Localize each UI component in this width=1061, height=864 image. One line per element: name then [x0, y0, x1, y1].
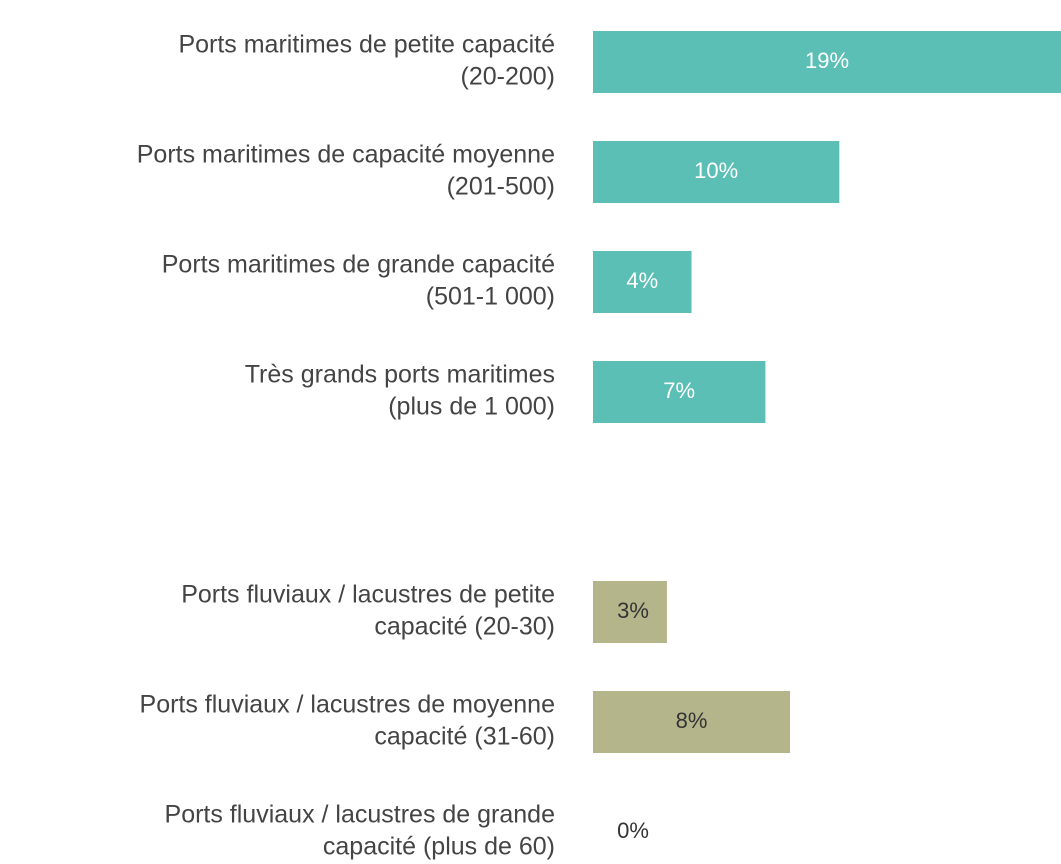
category-label: Ports fluviaux / lacustres de grande — [165, 801, 555, 829]
bar — [593, 361, 766, 423]
bar — [593, 141, 840, 203]
data-label: 10% — [694, 158, 738, 183]
category-label: (20-200) — [461, 63, 556, 91]
bar — [593, 691, 791, 753]
data-label: 7% — [663, 378, 695, 403]
data-label: 19% — [805, 48, 849, 73]
category-label: capacité (31-60) — [374, 723, 555, 751]
category-label: (501-1 000) — [426, 283, 555, 311]
category-label: Ports maritimes de grande capacité — [162, 251, 555, 279]
category-label: Ports maritimes de capacité moyenne — [137, 141, 555, 169]
bar — [593, 251, 692, 313]
bar — [593, 581, 667, 643]
bar — [593, 31, 1061, 93]
category-label: Ports fluviaux / lacustres de moyenne — [140, 691, 555, 719]
category-label: Très grands ports maritimes — [245, 361, 555, 389]
category-label: capacité (plus de 60) — [323, 833, 555, 861]
data-label: 0% — [617, 818, 649, 843]
data-label: 8% — [676, 708, 708, 733]
category-label: Ports fluviaux / lacustres de petite — [181, 581, 555, 609]
category-label: capacité (20-30) — [374, 613, 555, 641]
data-label: 3% — [617, 598, 649, 623]
category-label: (201-500) — [447, 173, 555, 201]
data-label: 4% — [626, 268, 658, 293]
category-label: (plus de 1 000) — [388, 393, 555, 421]
category-label: Ports maritimes de petite capacité — [178, 31, 555, 59]
